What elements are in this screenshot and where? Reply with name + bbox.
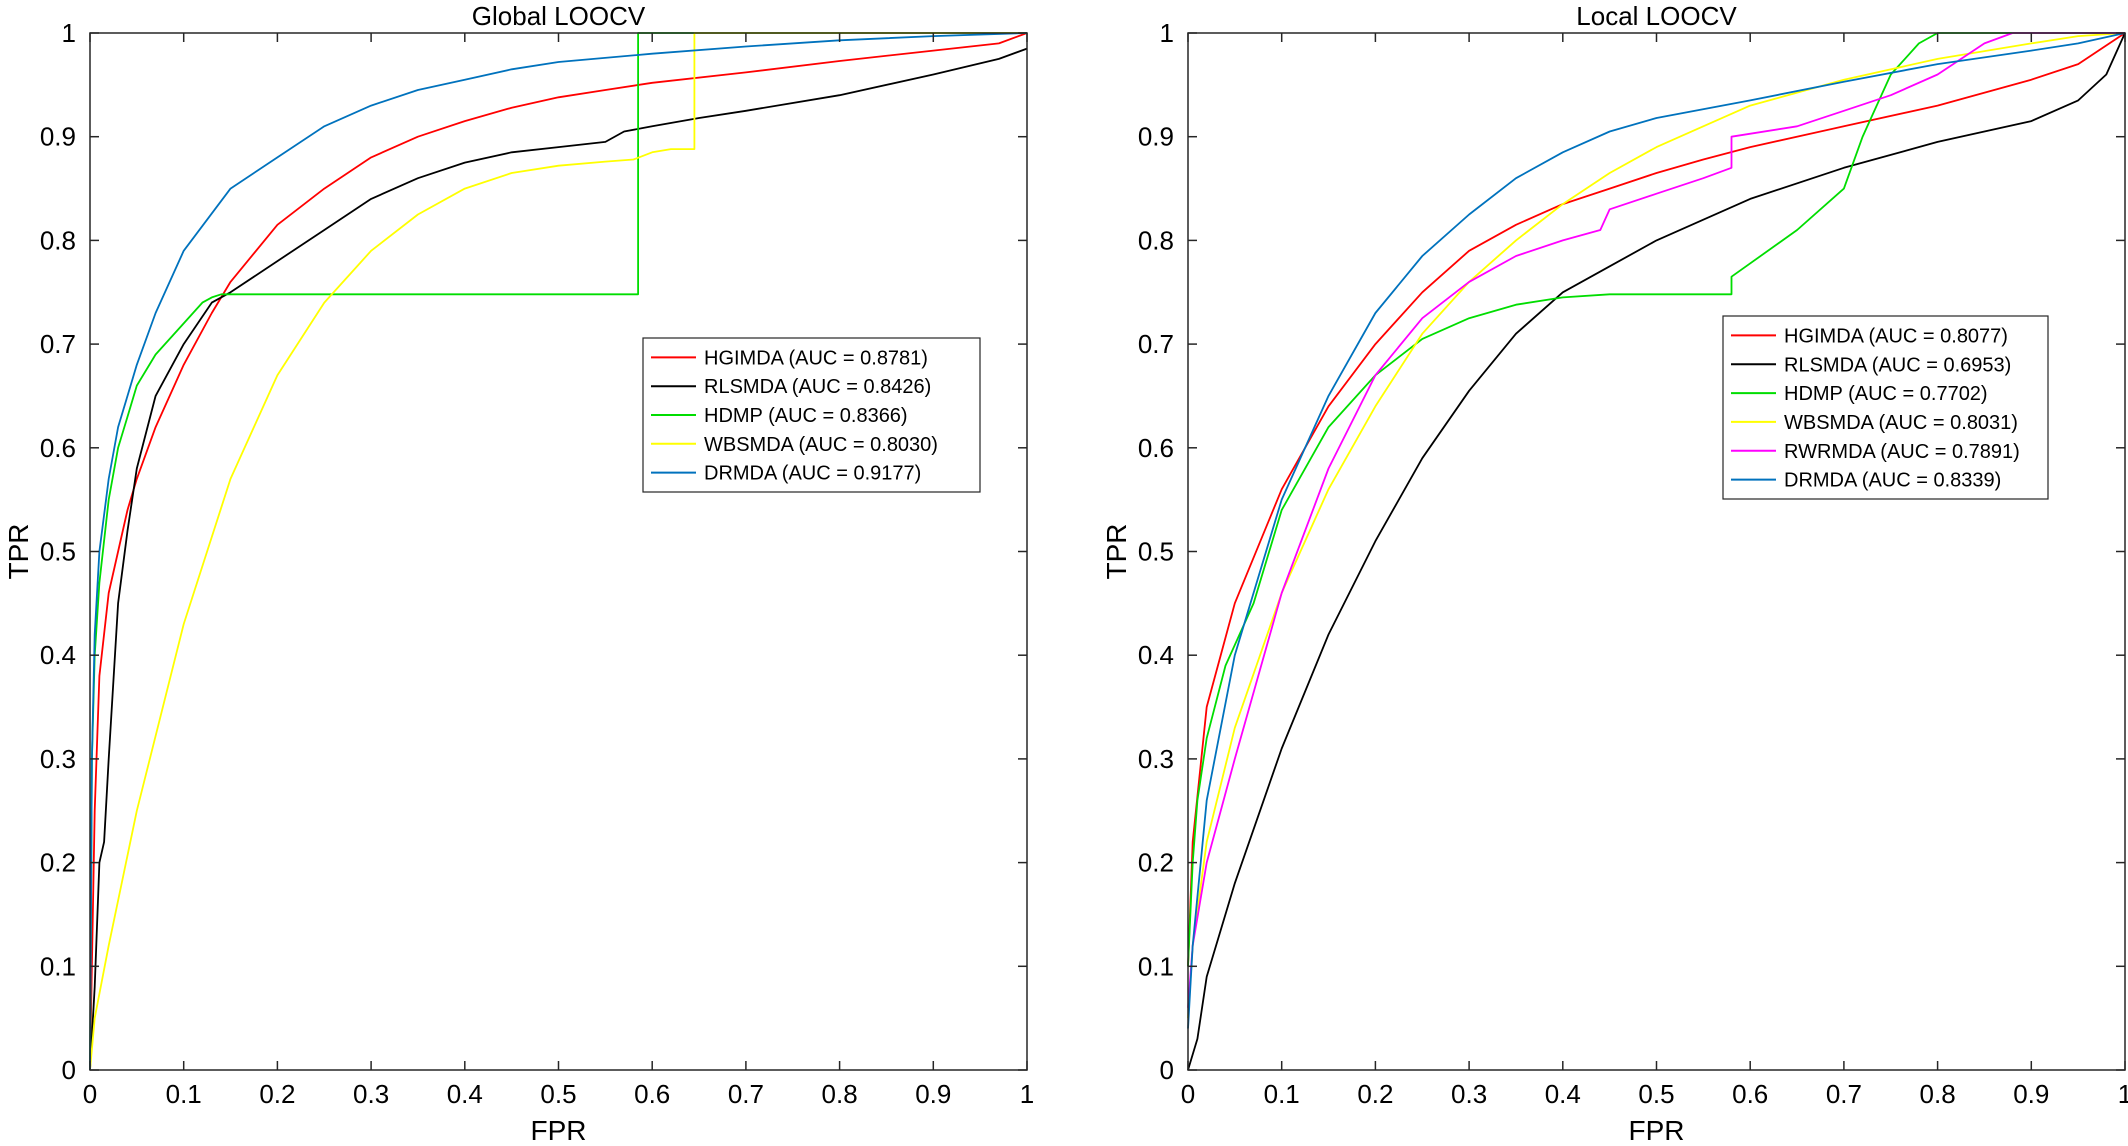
y-axis-label: TPR xyxy=(3,524,34,580)
y-tick-label: 0.5 xyxy=(40,537,76,567)
series-line-rlsmda xyxy=(1187,32,2126,1071)
y-tick-label: 0.8 xyxy=(1138,225,1174,255)
series-line-drmda xyxy=(89,32,1028,1071)
legend-entry-rlsmda: RLSMDA (AUC = 0.8426) xyxy=(704,376,931,398)
series-line-hdmp xyxy=(1187,32,2125,967)
legend-entry-hgimda: HGIMDA (AUC = 0.8077) xyxy=(1784,325,2008,347)
y-tick-label: 1 xyxy=(62,18,76,48)
y-tick-label: 0 xyxy=(1160,1055,1174,1085)
y-tick-label: 0.4 xyxy=(1138,640,1174,670)
x-tick-label: 0.8 xyxy=(822,1079,858,1109)
x-tick-label: 0.6 xyxy=(634,1079,670,1109)
x-tick-label: 0.7 xyxy=(1826,1079,1862,1109)
legend-entry-wbsmda: WBSMDA (AUC = 0.8031) xyxy=(1784,412,2018,434)
x-tick-label: 0.5 xyxy=(540,1079,576,1109)
x-tick-label: 1 xyxy=(2118,1079,2128,1109)
y-tick-label: 0.1 xyxy=(40,951,76,981)
legend-entry-drmda: DRMDA (AUC = 0.8339) xyxy=(1784,470,2001,492)
y-tick-label: 0.6 xyxy=(1138,433,1174,463)
x-tick-label: 0.9 xyxy=(2013,1079,2049,1109)
x-tick-label: 0.3 xyxy=(353,1079,389,1109)
legend-entry-drmda: DRMDA (AUC = 0.9177) xyxy=(704,463,921,485)
x-tick-label: 0.6 xyxy=(1732,1079,1768,1109)
series-line-hgimda xyxy=(1187,32,2126,967)
x-tick-label: 0.4 xyxy=(1545,1079,1581,1109)
y-tick-label: 0.8 xyxy=(40,225,76,255)
y-tick-label: 0.3 xyxy=(40,744,76,774)
legend-entry-hdmp: HDMP (AUC = 0.7702) xyxy=(1784,383,1988,405)
legend-entry-rwrmda: RWRMDA (AUC = 0.7891) xyxy=(1784,441,2020,463)
series-line-wbsmda xyxy=(1187,32,2126,1019)
y-tick-label: 0.9 xyxy=(40,122,76,152)
y-tick-label: 0.1 xyxy=(1138,951,1174,981)
y-tick-label: 0.7 xyxy=(40,329,76,359)
legend: HGIMDA (AUC = 0.8077) RLSMDA (AUC = 0.695… xyxy=(1722,315,2049,500)
x-tick-label: 0.4 xyxy=(447,1079,483,1109)
x-axis-label: FPR xyxy=(531,1115,587,1146)
y-tick-label: 0.3 xyxy=(1138,744,1174,774)
x-tick-label: 0.9 xyxy=(915,1079,951,1109)
x-tick-label: 0.5 xyxy=(1638,1079,1674,1109)
y-tick-label: 0.4 xyxy=(40,640,76,670)
x-tick-label: 0 xyxy=(83,1079,97,1109)
legend: HGIMDA (AUC = 0.8781) RLSMDA (AUC = 0.842… xyxy=(642,337,981,493)
legend-entry-hdmp: HDMP (AUC = 0.8366) xyxy=(704,405,908,427)
y-axis-label: TPR xyxy=(1101,524,1132,580)
series-line-rwrmda xyxy=(1187,32,2125,1008)
legend-box xyxy=(1722,315,2049,500)
x-tick-label: 0.1 xyxy=(166,1079,202,1109)
x-tick-label: 0.3 xyxy=(1451,1079,1487,1109)
plot-area xyxy=(90,33,1027,1070)
plot-area xyxy=(1188,33,2125,1070)
x-tick-label: 0.8 xyxy=(1920,1079,1956,1109)
x-tick-label: 0.1 xyxy=(1264,1079,1300,1109)
x-tick-label: 0.7 xyxy=(728,1079,764,1109)
series-line-drmda xyxy=(1187,32,2126,1029)
y-tick-label: 0 xyxy=(62,1055,76,1085)
x-tick-label: 1 xyxy=(1020,1079,1034,1109)
chart-title: Local LOOCV xyxy=(1576,1,1737,31)
x-axis-label: FPR xyxy=(1629,1115,1685,1146)
series-line-rlsmda xyxy=(89,47,1028,1071)
legend-entry-rlsmda: RLSMDA (AUC = 0.6953) xyxy=(1784,354,2011,376)
legend-box xyxy=(642,337,981,493)
x-tick-label: 0 xyxy=(1181,1079,1195,1109)
global-loocv-panel: 0 0.1 0.2 0.3 0.4 0.5 0.6 0.7 0.8 0.9 1 0 0.1 0.2 0.3 0… xyxy=(3,1,1034,1146)
local-loocv-panel: 0 0.1 0.2 0.3 0.4 0.5 0.6 0.7 0.8 0.9 1 0 0.1 0.2 0.3 0… xyxy=(1101,1,2128,1146)
x-tick-label: 0.2 xyxy=(259,1079,295,1109)
y-tick-label: 0.6 xyxy=(40,433,76,463)
y-tick-label: 0.7 xyxy=(1138,329,1174,359)
y-tick-label: 1 xyxy=(1160,18,1174,48)
y-tick-label: 0.5 xyxy=(1138,537,1174,567)
series-line-hgimda xyxy=(89,32,1028,1071)
chart-title: Global LOOCV xyxy=(472,1,646,31)
legend-entry-wbsmda: WBSMDA (AUC = 0.8030) xyxy=(704,434,938,456)
y-tick-label: 0.9 xyxy=(1138,122,1174,152)
y-tick-label: 0.2 xyxy=(1138,848,1174,878)
y-tick-label: 0.2 xyxy=(40,848,76,878)
legend-entry-hgimda: HGIMDA (AUC = 0.8781) xyxy=(704,347,928,369)
x-tick-label: 0.2 xyxy=(1357,1079,1393,1109)
